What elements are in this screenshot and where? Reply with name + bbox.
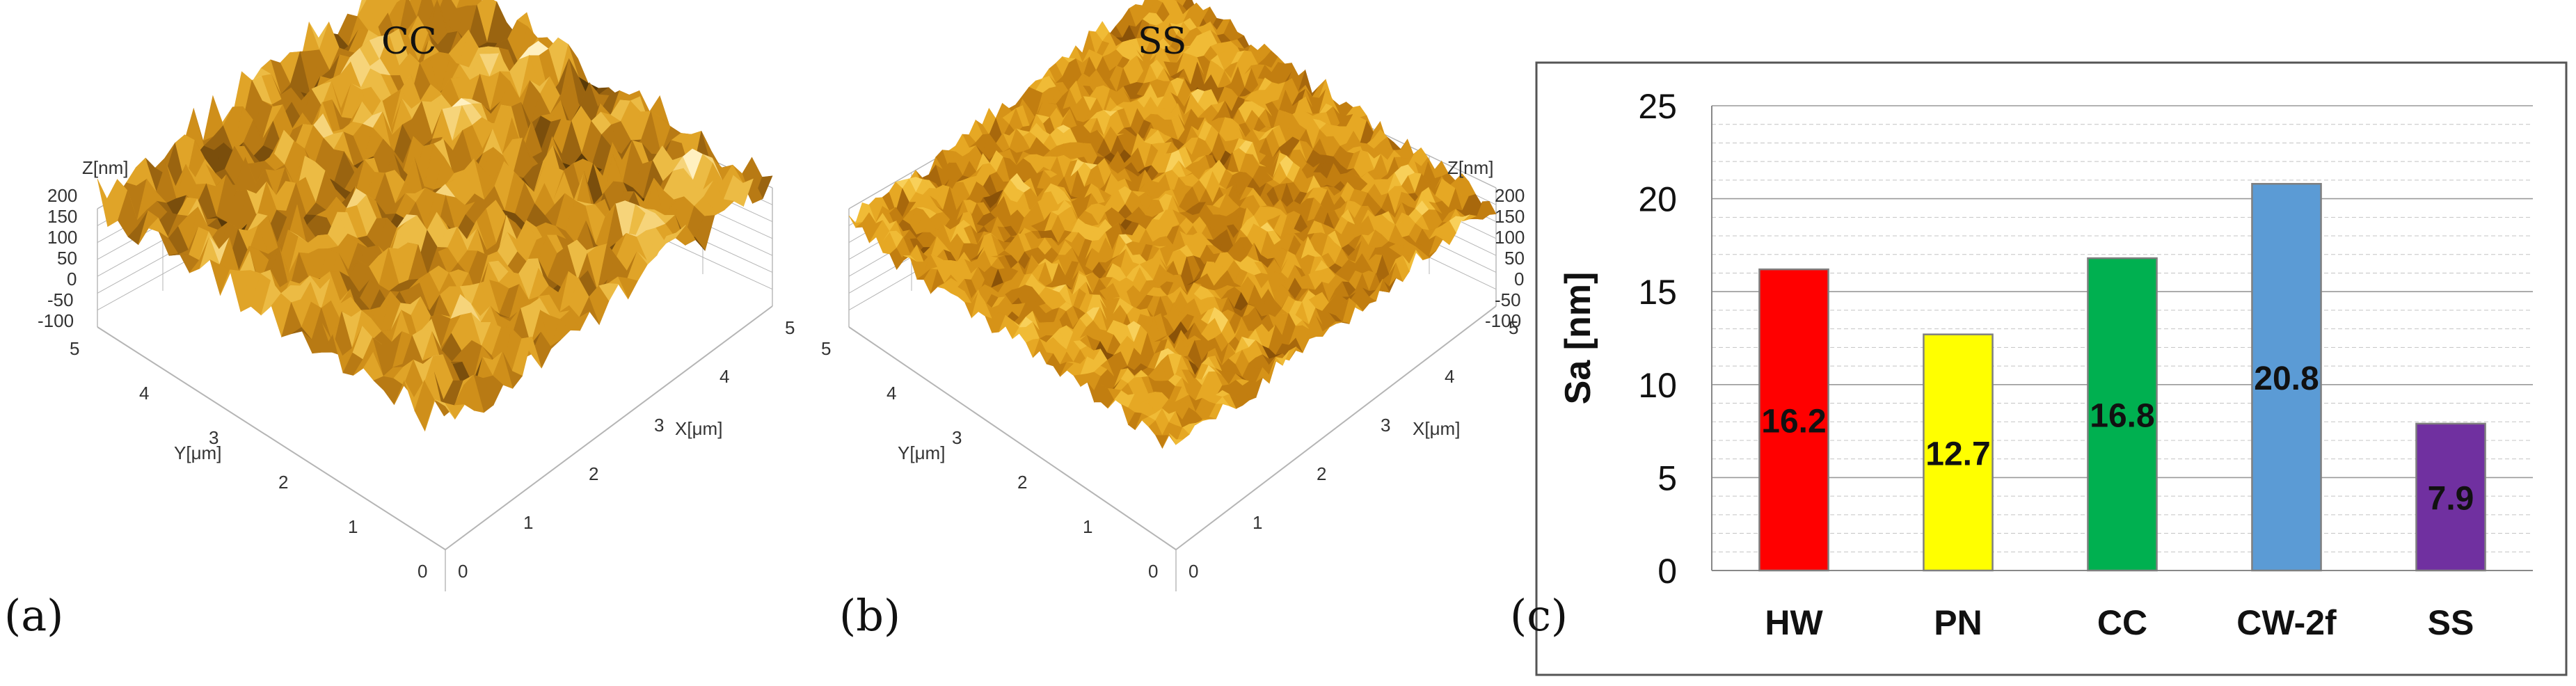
z-tick-label: -50	[1495, 289, 1521, 310]
x-tick-label: 4	[1445, 366, 1454, 387]
x-tick-label: 4	[719, 366, 729, 387]
data-label: 16.2	[1761, 404, 1826, 440]
z-tick-label: -100	[38, 310, 74, 331]
z-tick-label: 200	[47, 185, 77, 206]
surface-plot-ss: Z[nm]200150100500-50-100Y[μm]543210X[μm]…	[800, 0, 1531, 683]
y-tick-label: 25	[1638, 87, 1677, 126]
panel-a-title: CC	[381, 21, 437, 63]
surface-mesh	[97, 0, 772, 431]
chart-border	[1536, 63, 2566, 675]
y-tick-label: 0	[1657, 552, 1677, 591]
x-tick-label: 3	[1381, 415, 1390, 436]
y-tick-label: 2	[1017, 472, 1027, 493]
data-label: 12.7	[1925, 436, 1990, 472]
y-tick-label: 3	[209, 427, 218, 448]
y-axis-label: Y[μm]	[898, 442, 945, 463]
x-tick-label: 5	[1509, 317, 1518, 338]
data-label: 20.8	[2254, 360, 2319, 397]
z-tick-label: -50	[47, 289, 74, 310]
z-tick-label: 150	[1495, 206, 1525, 227]
panel-a-letter: (a)	[4, 590, 63, 641]
category-label: CW-2f	[2236, 603, 2337, 642]
x-tick-label: 0	[458, 561, 468, 582]
z-axis-label: Z[nm]	[82, 157, 128, 178]
x-tick-label: 2	[589, 463, 598, 484]
category-label: HW	[1765, 603, 1823, 642]
x-tick-label: 1	[523, 512, 533, 533]
y-tick-label: 1	[348, 516, 358, 537]
panel-b-letter: (b)	[839, 590, 900, 641]
y-tick-label: 10	[1638, 366, 1677, 405]
category-label: CC	[2097, 603, 2147, 642]
y-tick-label: 5	[70, 338, 79, 359]
x-tick-label: 5	[785, 317, 795, 338]
x-tick-label: 3	[654, 415, 664, 436]
category-label: SS	[2428, 603, 2474, 642]
y-tick-label: 0	[1148, 561, 1158, 582]
x-tick-label: 0	[1188, 561, 1198, 582]
surface-plot-cc: Z[nm]200150100500-50-100Y[μm]543210X[μm]…	[0, 0, 800, 683]
y-axis-label: Sa [nm]	[1558, 272, 1598, 405]
z-tick-label: 100	[47, 227, 77, 248]
y-tick-label: 3	[952, 427, 962, 448]
y-tick-label: 4	[887, 383, 896, 404]
y-tick-label: 5	[1657, 458, 1677, 497]
x-tick-label: 2	[1317, 463, 1326, 484]
y-tick-label: 15	[1638, 273, 1677, 312]
x-tick-label: 1	[1253, 512, 1262, 533]
z-tick-label: 200	[1495, 185, 1525, 206]
panel-c-letter: (c)	[1510, 590, 1568, 641]
z-tick-label: 150	[47, 206, 77, 227]
bar-chart-sa: 0 5 10 15 20 25 Sa [nm] 16.2 HW 12.7 PN 16.8 CC 20.8 C…	[1531, 0, 2576, 683]
data-label: 7.9	[2428, 480, 2474, 517]
y-tick-label: 20	[1638, 180, 1677, 219]
category-label: PN	[1934, 603, 1982, 642]
z-tick-label: 0	[67, 269, 77, 289]
y-tick-label: 1	[1083, 516, 1092, 537]
z-tick-label: 0	[1514, 269, 1524, 289]
y-tick-label: 5	[821, 338, 831, 359]
z-tick-label: 100	[1495, 227, 1525, 248]
y-tick-label: 0	[418, 561, 427, 582]
x-axis-label: X[μm]	[1413, 418, 1460, 439]
x-axis-label: X[μm]	[675, 418, 722, 439]
data-label: 16.8	[2090, 398, 2154, 435]
y-tick-label: 4	[139, 383, 149, 404]
z-tick-label: 50	[1504, 248, 1525, 269]
panel-b-title: SS	[1138, 21, 1186, 63]
y-tick-label: 2	[278, 472, 288, 493]
surface-mesh	[849, 0, 1496, 448]
z-axis-label: Z[nm]	[1447, 157, 1493, 178]
z-tick-label: 50	[57, 248, 77, 269]
